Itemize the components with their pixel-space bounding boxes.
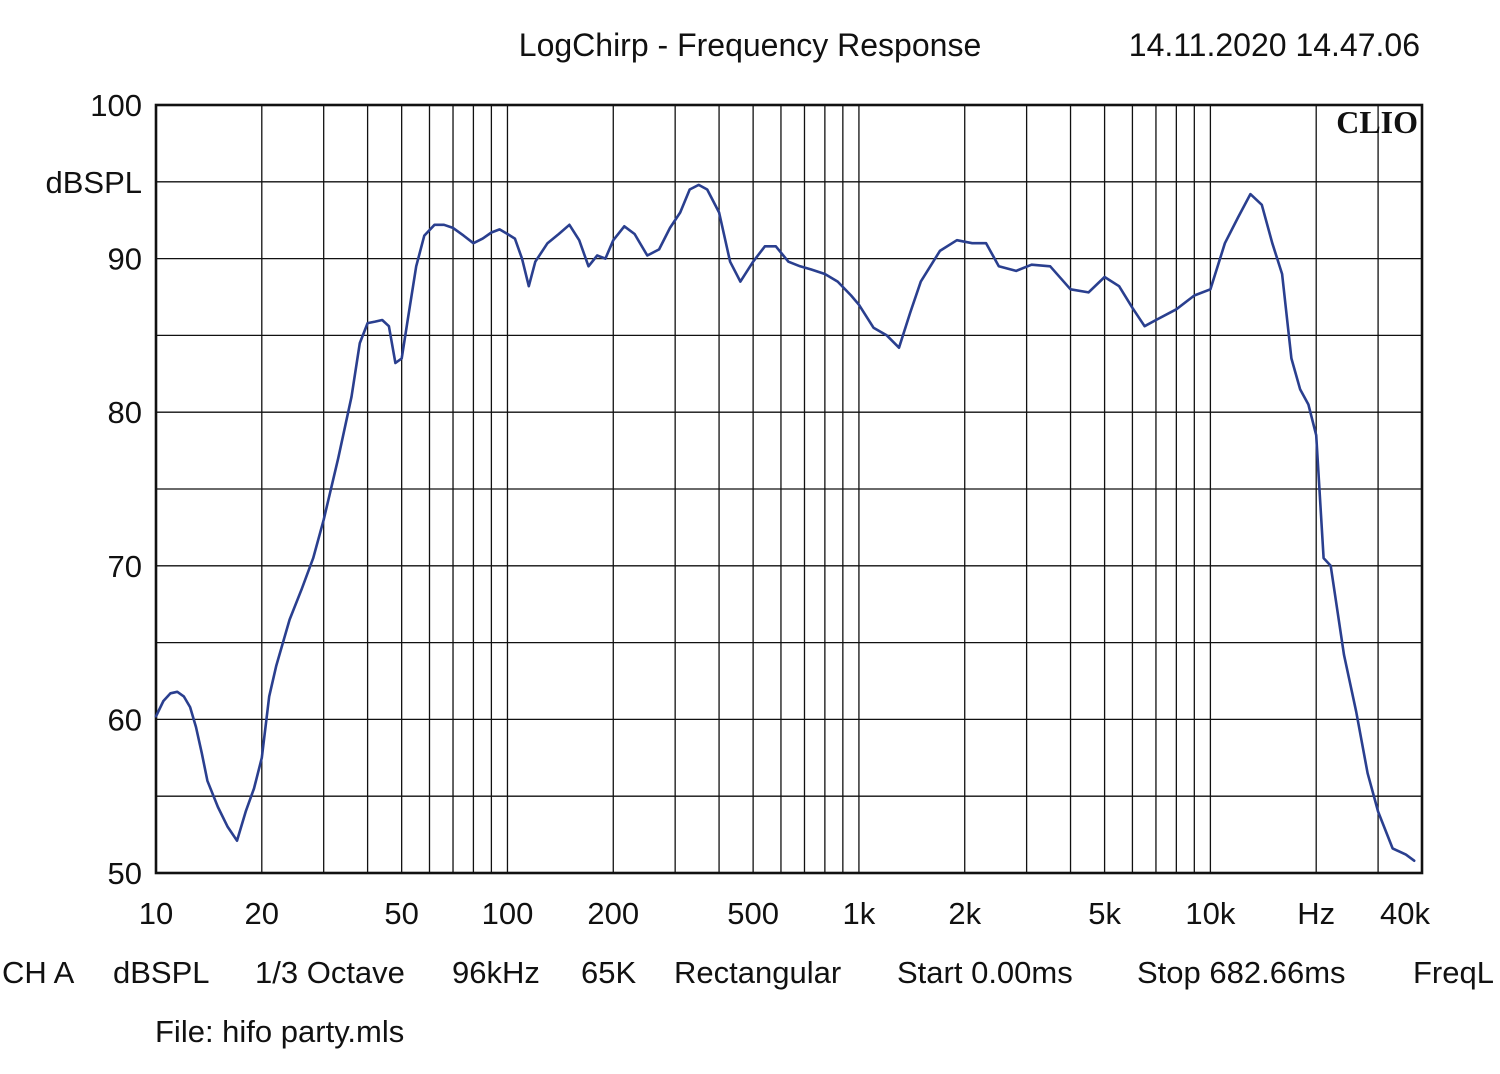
info-window: Rectangular <box>674 955 841 990</box>
info-channel: CH A <box>2 955 75 990</box>
info-freq: FreqL <box>1413 955 1494 990</box>
x-tick-label: 10 <box>139 896 173 931</box>
x-axis-ticks: 10 20 50 100 200 500 1k 2k 5k 10k Hz 40k <box>139 896 1431 931</box>
x-tick-label: 20 <box>245 896 279 931</box>
y-tick-label: dBSPL <box>45 165 142 200</box>
info-unit: dBSPL <box>113 955 210 990</box>
y-tick-label: 60 <box>108 702 142 737</box>
info-size: 65K <box>581 955 636 990</box>
info-smoothing: 1/3 Octave <box>255 955 405 990</box>
info-file: File: hifo party.mls <box>155 1014 404 1049</box>
plot-frame <box>154 103 1424 875</box>
grid <box>156 105 1422 873</box>
info-sample-rate: 96kHz <box>452 955 540 990</box>
x-tick-label: 100 <box>482 896 534 931</box>
x-tick-label: 5k <box>1088 896 1121 931</box>
y-tick-label: 50 <box>108 856 142 891</box>
info-stop: Stop 682.66ms <box>1137 955 1346 990</box>
x-tick-label: 50 <box>384 896 418 931</box>
y-tick-label: 80 <box>108 395 142 430</box>
x-tick-label: 40k <box>1380 896 1430 931</box>
measurement-info: CH A dBSPL 1/3 Octave 96kHz 65K Rectangu… <box>2 955 1494 990</box>
x-tick-label: 2k <box>948 896 981 931</box>
chart-title: LogChirp - Frequency Response <box>519 27 981 63</box>
info-start: Start 0.00ms <box>897 955 1073 990</box>
x-tick-label: 500 <box>727 896 779 931</box>
y-tick-label: 70 <box>108 549 142 584</box>
x-tick-label: 10k <box>1185 896 1235 931</box>
response-curve <box>154 183 1416 863</box>
x-tick-label: 1k <box>843 896 876 931</box>
y-tick-label: 100 <box>90 88 142 123</box>
x-tick-label: 200 <box>587 896 639 931</box>
series <box>154 183 1416 863</box>
y-axis-ticks: 100 dBSPL 90 80 70 60 50 <box>45 88 142 891</box>
y-tick-label: 90 <box>108 242 142 277</box>
x-tick-label: Hz <box>1297 896 1335 931</box>
chart-datetime: 14.11.2020 14.47.06 <box>1129 27 1420 63</box>
clio-logo: CLIO <box>1336 104 1418 140</box>
